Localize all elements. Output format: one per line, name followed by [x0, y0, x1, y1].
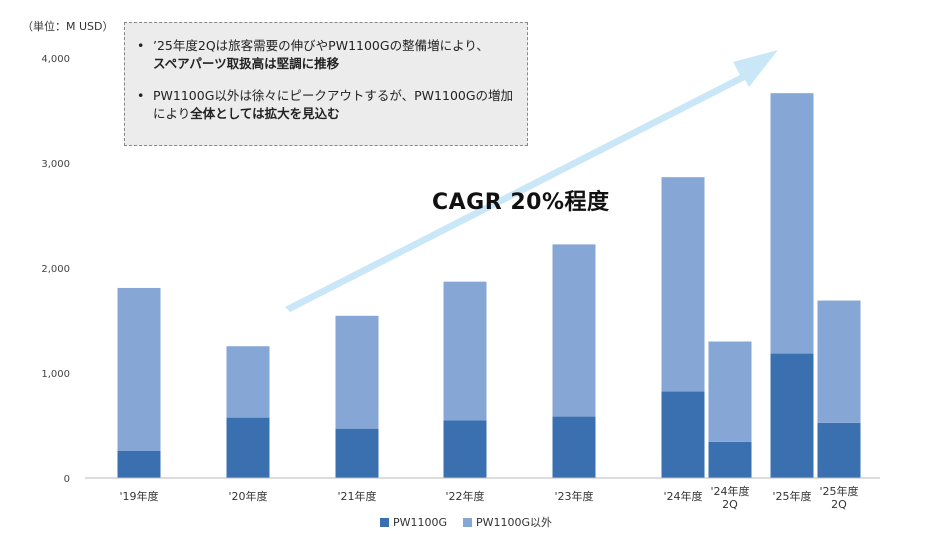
- bar-segment-other: [661, 177, 705, 392]
- bar-segment-other: [117, 287, 161, 451]
- note-bullet: •: [137, 88, 145, 103]
- bar-segment-other: [552, 244, 596, 417]
- x-category-label: '25年度 2Q: [819, 484, 858, 511]
- x-category-label: '19年度: [119, 489, 158, 503]
- note-1-emphasis: スペアパーツ取扱高は堅調に推移: [153, 56, 340, 71]
- y-tick-label: 1,000: [41, 369, 70, 380]
- bar-segment-other: [817, 300, 861, 423]
- x-category-label: '24年度: [663, 489, 702, 503]
- x-category-label: '24年度 2Q: [710, 484, 749, 511]
- legend-label-pw1100g: PW1100G: [393, 515, 448, 529]
- x-category-label: '23年度: [554, 489, 593, 503]
- bar-segment-pw1100g: [117, 450, 161, 478]
- note-2-part-1: PW1100G以外は徐々にピークアウトするが、PW1100Gの増加により: [153, 88, 514, 121]
- bar-segment-pw1100g: [226, 417, 270, 478]
- note-1-part-1: ’25年度2Qは旅客需要の伸びやPW1100Gの整備増により、: [153, 38, 489, 53]
- note-bullet: •: [137, 38, 145, 53]
- x-axis: '19年度 '20年度 '21年度 '22年度 '23年度 '24年度 '24年度 2Q '25…: [85, 477, 880, 511]
- notes-box: • ’25年度2Qは旅客需要の伸びやPW1100Gの整備増により、 スペアパーツ取…: [124, 22, 528, 146]
- bar-segment-other: [770, 93, 814, 354]
- x-category-label: '25年度: [772, 489, 811, 503]
- y-tick-label: 0: [64, 474, 70, 485]
- y-tick-label: 4,000: [41, 54, 70, 65]
- cagr-label: CAGR 20%程度: [432, 190, 610, 215]
- note-text-2: PW1100G以外は徐々にピークアウトするが、PW1100Gの増加により全体とし…: [153, 87, 517, 123]
- x-category-label: '20年度: [228, 489, 267, 503]
- note-item-1: • ’25年度2Qは旅客需要の伸びやPW1100Gの整備増により、 スペアパーツ取…: [137, 37, 517, 73]
- bar-segment-pw1100g: [817, 422, 861, 478]
- note-2-emphasis: 全体としては拡大を見込む: [190, 106, 340, 121]
- legend-item-other: PW1100G以外: [463, 514, 552, 530]
- y-axis: 0 1,000 2,000 3,000 4,000: [41, 54, 70, 485]
- bar-segment-pw1100g: [552, 416, 596, 478]
- legend-label-other: PW1100G以外: [476, 516, 553, 529]
- unit-label: （単位：M USD）: [22, 20, 114, 33]
- legend-item-pw1100g: PW1100G: [380, 514, 447, 530]
- bar-segment-pw1100g: [708, 441, 752, 478]
- note-item-2: • PW1100G以外は徐々にピークアウトするが、PW1100Gの増加により全体…: [137, 87, 517, 123]
- bar-segment-pw1100g: [443, 420, 487, 478]
- legend-swatch-pw1100g: [380, 517, 389, 527]
- bars: [117, 93, 861, 478]
- y-tick-label: 3,000: [41, 159, 70, 170]
- bar-segment-pw1100g: [770, 353, 814, 478]
- bar-segment-pw1100g: [335, 428, 379, 478]
- legend: PW1100G PW1100G以外: [380, 514, 568, 530]
- bar-segment-other: [226, 346, 270, 418]
- cagr-growth-arrow: [285, 50, 778, 312]
- bar-segment-other: [335, 315, 379, 429]
- bar-segment-other: [708, 341, 752, 442]
- y-tick-label: 2,000: [41, 264, 70, 275]
- x-category-label: '21年度: [337, 489, 376, 503]
- legend-swatch-other: [463, 517, 473, 527]
- bar-segment-pw1100g: [661, 391, 705, 478]
- x-category-label: '22年度: [445, 489, 484, 503]
- note-text-1: ’25年度2Qは旅客需要の伸びやPW1100Gの整備増により、 スペアパーツ取扱高…: [153, 37, 489, 73]
- bar-segment-other: [443, 281, 487, 421]
